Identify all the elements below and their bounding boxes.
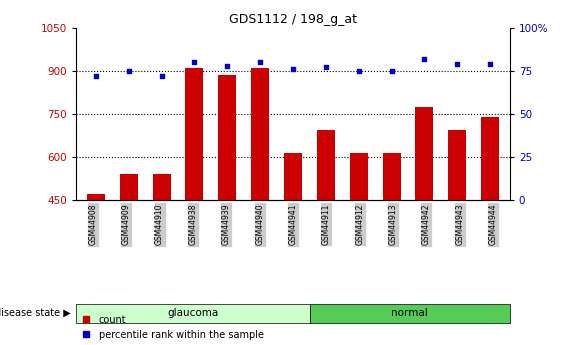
Text: GSM44910: GSM44910 <box>155 204 164 245</box>
Bar <box>383 152 401 200</box>
Title: GDS1112 / 198_g_at: GDS1112 / 198_g_at <box>229 13 357 27</box>
Point <box>485 61 495 67</box>
Text: GSM44938: GSM44938 <box>189 204 197 245</box>
Text: GSM44908: GSM44908 <box>88 204 97 245</box>
Bar <box>185 68 203 200</box>
Point <box>321 65 331 70</box>
Point <box>288 66 298 72</box>
Text: normal: normal <box>391 308 428 318</box>
Text: glaucoma: glaucoma <box>168 308 219 318</box>
Bar <box>317 130 335 200</box>
Point <box>124 68 134 73</box>
Bar <box>448 130 466 200</box>
Text: GSM44911: GSM44911 <box>322 204 331 245</box>
Text: GSM44943: GSM44943 <box>455 204 464 245</box>
Point <box>420 56 429 61</box>
Bar <box>152 174 171 200</box>
Text: GSM44940: GSM44940 <box>255 204 264 245</box>
Legend: count, percentile rank within the sample: count, percentile rank within the sample <box>81 315 264 340</box>
Bar <box>284 152 302 200</box>
Bar <box>120 174 138 200</box>
Point <box>91 73 101 79</box>
Point <box>157 73 166 79</box>
Point <box>387 68 396 73</box>
Point <box>223 63 232 68</box>
Bar <box>415 107 434 200</box>
Text: disease state ▶: disease state ▶ <box>0 308 70 318</box>
Text: GSM44941: GSM44941 <box>288 204 298 245</box>
Text: GSM44912: GSM44912 <box>355 204 364 245</box>
Text: GSM44939: GSM44939 <box>222 204 231 245</box>
Text: GSM44944: GSM44944 <box>489 204 498 245</box>
Text: GSM44913: GSM44913 <box>389 204 397 245</box>
Bar <box>251 68 269 200</box>
Point <box>452 61 462 67</box>
Bar <box>218 75 236 200</box>
Bar <box>350 152 368 200</box>
Point <box>354 68 363 73</box>
Bar <box>481 117 499 200</box>
Text: GSM44909: GSM44909 <box>122 204 131 245</box>
Text: GSM44942: GSM44942 <box>422 204 431 245</box>
Point <box>190 59 199 65</box>
Bar <box>87 194 105 200</box>
Point <box>255 59 265 65</box>
